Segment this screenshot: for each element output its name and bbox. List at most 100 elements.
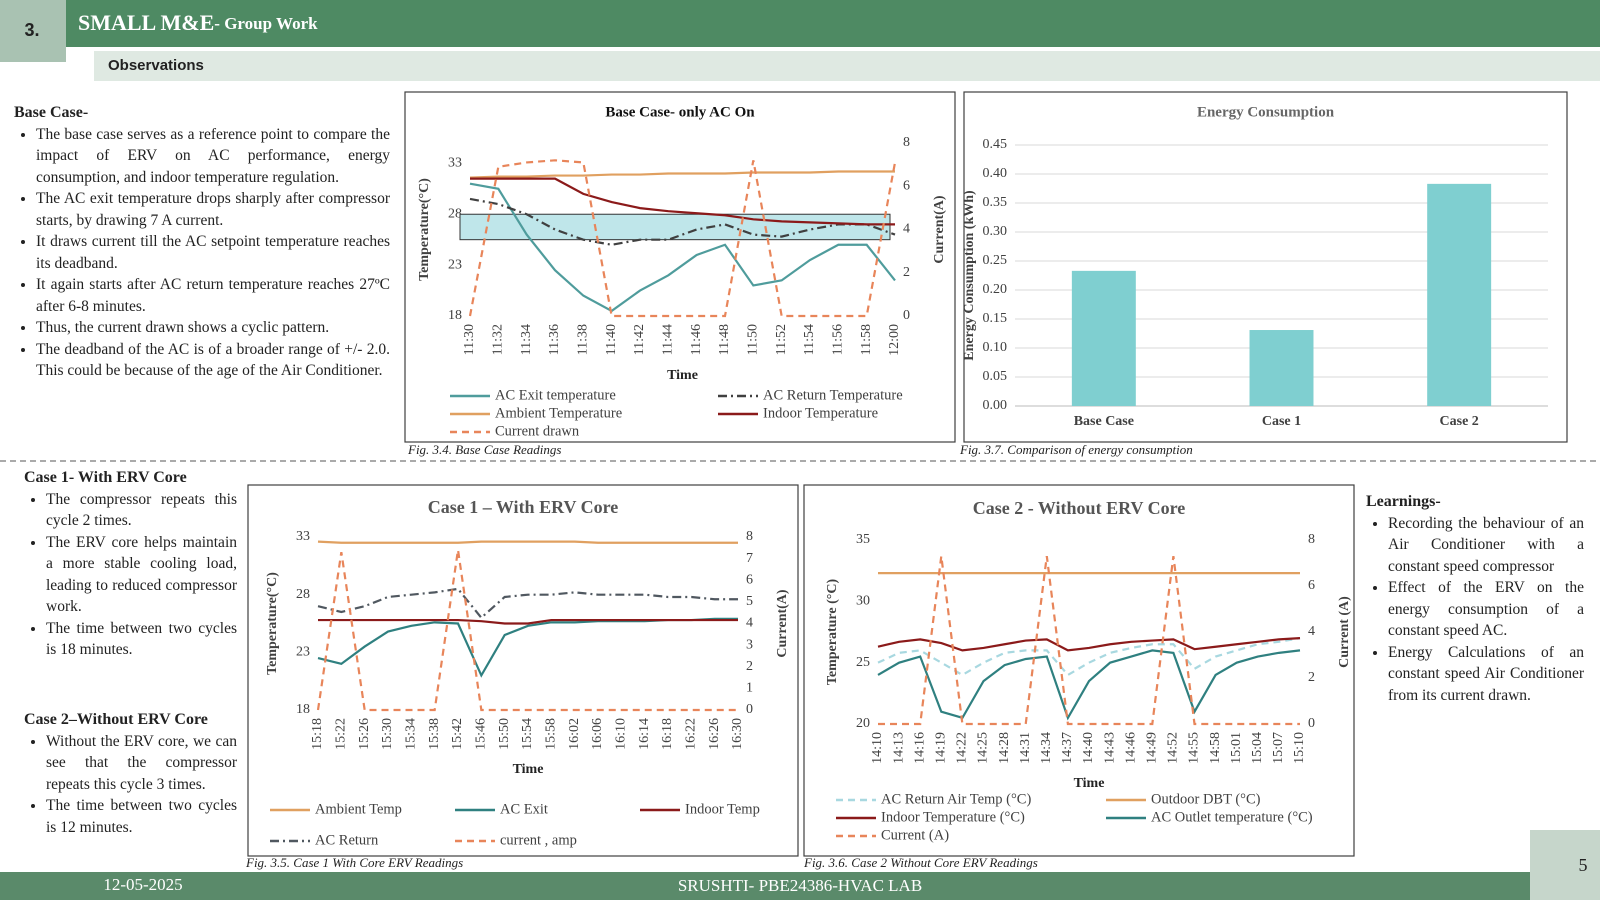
caption: Fig. 3.6. Case 2 Without Core ERV Readin… bbox=[803, 855, 1038, 870]
x-tick-label: 11:54 bbox=[802, 324, 817, 355]
title-main: SMALL M&E bbox=[78, 10, 214, 35]
x-tick-label: 14:46 bbox=[1123, 732, 1138, 764]
chart-title: Base Case- only AC On bbox=[605, 104, 755, 120]
x-tick-label: Case 2 bbox=[1440, 414, 1479, 429]
y2ticks-label: 7 bbox=[746, 551, 753, 566]
x-tick-label: 14:22 bbox=[955, 732, 970, 764]
y2ticks-label: 8 bbox=[1308, 532, 1315, 547]
y2ticks-label: 0 bbox=[746, 702, 753, 717]
yticks-label: 0.20 bbox=[983, 282, 1008, 297]
y-axis-title: Energy Consumption (kWh) bbox=[962, 190, 977, 361]
x-tick-label: 15:01 bbox=[1229, 732, 1244, 764]
x-tick-label: 14:13 bbox=[891, 732, 906, 764]
yticks-label: 30 bbox=[856, 594, 870, 609]
y2ticks-label: 0 bbox=[903, 308, 910, 323]
bullet: The deadband of the AC is of a broader r… bbox=[36, 339, 390, 382]
y2ticks-label: 6 bbox=[903, 178, 910, 193]
bullet: Energy Calculations of an constant speed… bbox=[1388, 642, 1584, 707]
x-axis-title: Time bbox=[667, 368, 698, 383]
x-tick-label: 11:58 bbox=[859, 324, 874, 355]
bullet: The time between two cycles is 18 minute… bbox=[46, 618, 237, 661]
yticks-label: 18 bbox=[448, 308, 462, 323]
y2ticks-label: 6 bbox=[746, 572, 753, 587]
bullet-list: The base case serves as a reference poin… bbox=[14, 124, 390, 382]
y-axis-title: Temperature(°C) bbox=[265, 572, 280, 675]
bullet: It again starts after AC return temperat… bbox=[36, 274, 390, 317]
series-line bbox=[469, 170, 895, 179]
y-axis-title: Temperature (°C) bbox=[825, 579, 840, 686]
caption: Fig. 3.4. Base Case Readings bbox=[407, 442, 561, 457]
x-tick-label: 14:37 bbox=[1060, 732, 1075, 764]
x-tick-label: 14:55 bbox=[1187, 732, 1202, 764]
series-line bbox=[316, 549, 738, 712]
yticks-label: 0.15 bbox=[983, 311, 1008, 326]
caption: Fig. 3.7. Comparison of energy consumpti… bbox=[959, 442, 1193, 457]
text-heading: Learnings- bbox=[1366, 493, 1441, 510]
y2ticks-label: 2 bbox=[1308, 670, 1315, 685]
series-line bbox=[470, 177, 895, 226]
bullet: The compressor repeats this cycle 2 time… bbox=[46, 489, 237, 532]
x-tick-label: 16:30 bbox=[730, 718, 745, 750]
x-tick-label: Case 1 bbox=[1262, 414, 1301, 429]
series-line bbox=[318, 618, 738, 625]
text-heading: Base Case- bbox=[14, 104, 89, 121]
legend-label: AC Return Air Temp (°C) bbox=[881, 791, 1031, 807]
bullet: Without the ERV core, we can see that th… bbox=[46, 731, 237, 796]
legend-label: AC Return bbox=[315, 832, 379, 848]
bullet: The time between two cycles is 12 minute… bbox=[46, 795, 237, 838]
x-tick-label: 11:30 bbox=[462, 324, 477, 355]
x-tick-label: 16:26 bbox=[707, 718, 722, 750]
legend-label: Current drawn bbox=[495, 423, 580, 439]
yticks-label: 28 bbox=[448, 206, 462, 221]
legend-label: Current (A) bbox=[881, 827, 949, 843]
legend-label: AC Exit temperature bbox=[495, 387, 616, 403]
footer-bar bbox=[0, 872, 1600, 900]
title-sub: - Group Work bbox=[214, 14, 318, 33]
slide-number: 3. bbox=[24, 20, 39, 40]
header-bar bbox=[66, 0, 1600, 47]
x-tick-label: 15:50 bbox=[497, 718, 512, 750]
caption: Fig. 3.5. Case 1 With Core ERV Readings bbox=[245, 855, 463, 870]
yticks-label: 0.35 bbox=[983, 195, 1008, 210]
chart-frame bbox=[803, 484, 1355, 857]
x-tick-label: 16:18 bbox=[660, 718, 675, 750]
x-tick-label: 11:46 bbox=[689, 324, 704, 355]
bullet-list: Without the ERV core, we can see that th… bbox=[24, 731, 237, 839]
number-box bbox=[0, 0, 66, 62]
x-tick-label: 15:26 bbox=[357, 718, 372, 750]
section-bar bbox=[94, 51, 1600, 81]
bar bbox=[1071, 270, 1136, 406]
x-tick-label: 14:40 bbox=[1081, 732, 1096, 764]
x-tick-label: 14:52 bbox=[1166, 732, 1181, 764]
legend-label: Ambient Temperature bbox=[495, 405, 622, 421]
yticks-label: 33 bbox=[448, 156, 462, 171]
series-line bbox=[469, 197, 896, 246]
x-tick-label: 15:22 bbox=[334, 718, 349, 750]
bullet: It draws current till the AC setpoint te… bbox=[36, 231, 390, 274]
yticks-label: 33 bbox=[296, 529, 310, 544]
x-tick-label: 11:40 bbox=[604, 324, 619, 355]
legend-label: AC Return Temperature bbox=[763, 387, 903, 403]
bullet: The ERV core helps maintain a more stabl… bbox=[46, 532, 237, 618]
text-heading: Case 2–Without ERV Core bbox=[24, 711, 208, 728]
yticks-label: 20 bbox=[856, 716, 870, 731]
series-line bbox=[877, 637, 1301, 677]
x-tick-label: 14:43 bbox=[1102, 732, 1117, 764]
x-tick-label: 12:00 bbox=[887, 324, 902, 356]
text-heading: Case 1- With ERV Core bbox=[24, 469, 187, 486]
y2ticks-label: 0 bbox=[1308, 716, 1315, 731]
x-tick-label: 14:58 bbox=[1208, 732, 1223, 764]
case2-text: Case 2–Without ERV Core Without the ERV c… bbox=[24, 709, 237, 838]
x-tick-label: 14:10 bbox=[870, 732, 885, 764]
x-tick-label: 15:54 bbox=[520, 718, 535, 750]
y2-axis-title: Current (A) bbox=[1337, 596, 1352, 668]
y2ticks-label: 4 bbox=[903, 222, 910, 237]
x-tick-label: 15:07 bbox=[1271, 732, 1286, 764]
x-tick-label: 16:10 bbox=[614, 718, 629, 750]
yticks-label: 25 bbox=[856, 655, 870, 670]
x-tick-label: 15:34 bbox=[404, 718, 419, 750]
legend-label: AC Outlet temperature (°C) bbox=[1151, 809, 1313, 825]
x-tick-label: 11:36 bbox=[547, 324, 562, 355]
x-tick-label: 11:32 bbox=[491, 324, 506, 355]
series-line bbox=[877, 637, 1301, 652]
